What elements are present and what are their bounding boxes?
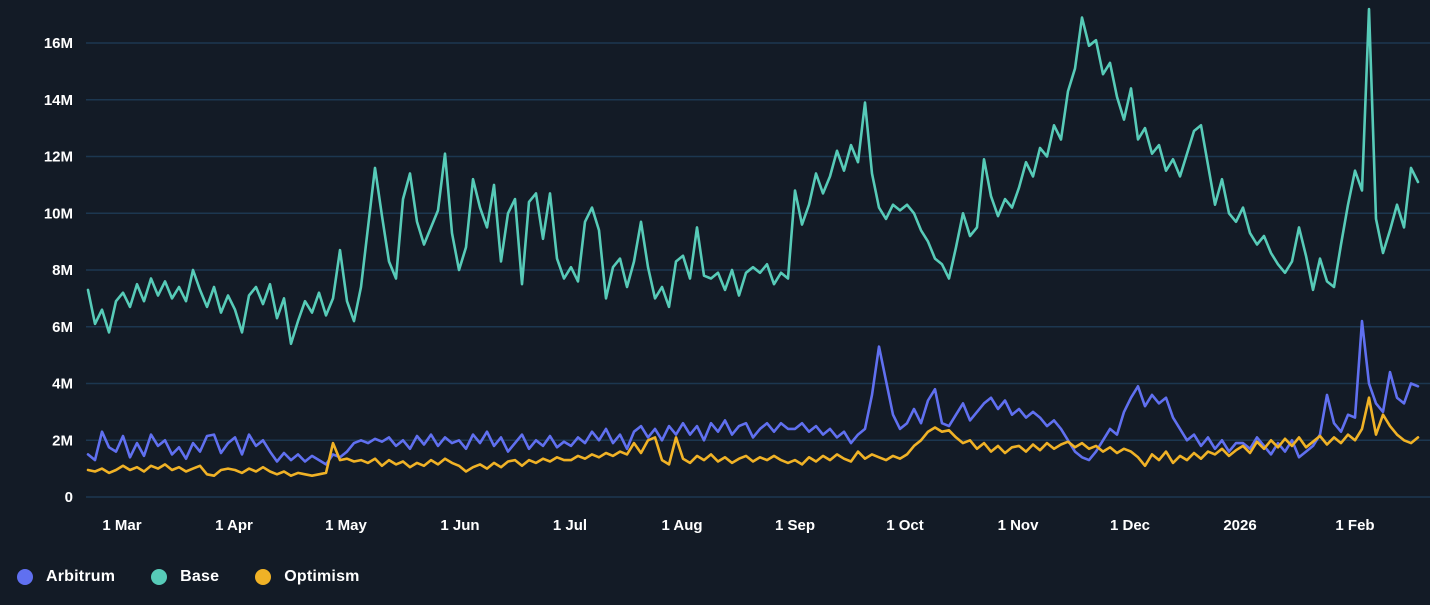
x-axis-tick-label: 1 Sep	[775, 517, 815, 534]
y-axis-tick-label: 4M	[52, 376, 73, 393]
x-axis-tick-label: 1 Feb	[1335, 517, 1374, 534]
legend-label-arbitrum: Arbitrum	[46, 568, 116, 585]
y-axis-tick-label: 14M	[44, 92, 73, 109]
y-axis-tick-label: 0	[65, 489, 73, 506]
y-axis-tick-label: 12M	[44, 149, 73, 166]
optimism-series-dot-icon	[255, 569, 272, 585]
base-series-dot-icon	[151, 569, 168, 585]
y-axis-tick-label: 2M	[52, 432, 73, 449]
series-line-arbitrum[interactable]	[86, 319, 1420, 466]
chart-legend: Arbitrum Base Optimism	[17, 568, 360, 586]
x-axis-tick-label: 1 Nov	[998, 517, 1040, 534]
x-axis-tick-label: 2026	[1223, 517, 1256, 534]
legend-label-optimism: Optimism	[284, 568, 360, 585]
x-axis-tick-label: 1 Oct	[886, 517, 924, 534]
legend-item-base[interactable]: Base	[151, 568, 219, 586]
y-axis-tick-label: 10M	[44, 205, 73, 222]
x-axis-tick-label: 1 Jul	[553, 517, 587, 534]
x-axis-tick-label: 1 Apr	[215, 517, 253, 534]
arbitrum-series-dot-icon	[17, 569, 33, 585]
x-axis-tick-label: 1 Jun	[440, 517, 479, 534]
legend-item-optimism[interactable]: Optimism	[255, 568, 359, 586]
legend-item-arbitrum[interactable]: Arbitrum	[17, 568, 115, 586]
legend-label-base: Base	[180, 568, 220, 585]
x-axis-tick-label: 1 Dec	[1110, 517, 1150, 534]
series-line-optimism[interactable]	[86, 396, 1420, 478]
x-axis-tick-label: 1 Mar	[102, 517, 141, 534]
y-axis-tick-label: 16M	[44, 35, 73, 52]
y-axis-tick-label: 6M	[52, 319, 73, 336]
series-line-base[interactable]	[86, 7, 1420, 346]
x-axis-tick-label: 1 May	[325, 517, 367, 534]
y-axis-tick-label: 8M	[52, 262, 73, 279]
line-chart-plot-area[interactable]: 0 2M 4M 6M 8M 10M 12M 14M 16M 1 Mar 1 Apr 1 May 1 Ju…	[0, 0, 1430, 545]
x-axis-tick-label: 1 Aug	[661, 517, 702, 534]
